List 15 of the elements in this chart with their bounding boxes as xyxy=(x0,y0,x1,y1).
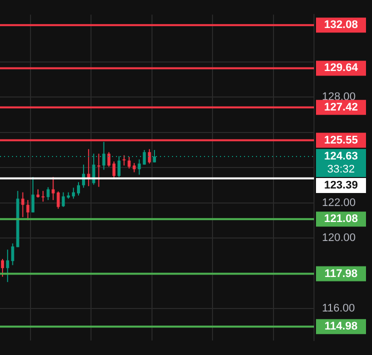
y-tick-label: 116.00 xyxy=(322,302,355,315)
ref-line-label: 127.42 xyxy=(324,101,358,114)
ref-line-label: 125.55 xyxy=(324,134,358,146)
ref-line-label: 124.63 xyxy=(324,150,358,163)
ref-line-label: 114.98 xyxy=(324,320,358,333)
ref-line-label: 123.39 xyxy=(324,180,358,192)
y-tick-label: 120.00 xyxy=(322,232,356,244)
text: 33:32 xyxy=(327,164,355,176)
ref-line-label: 129.64 xyxy=(324,62,359,74)
y-tick-label: 128.00 xyxy=(322,91,356,104)
candlestick xyxy=(97,154,100,187)
y-tick-label: 122.00 xyxy=(322,196,356,209)
ref-line-label: 121.08 xyxy=(324,213,358,226)
ref-line-label: 117.98 xyxy=(324,268,358,280)
ref-line-label: 132.08 xyxy=(324,19,358,32)
